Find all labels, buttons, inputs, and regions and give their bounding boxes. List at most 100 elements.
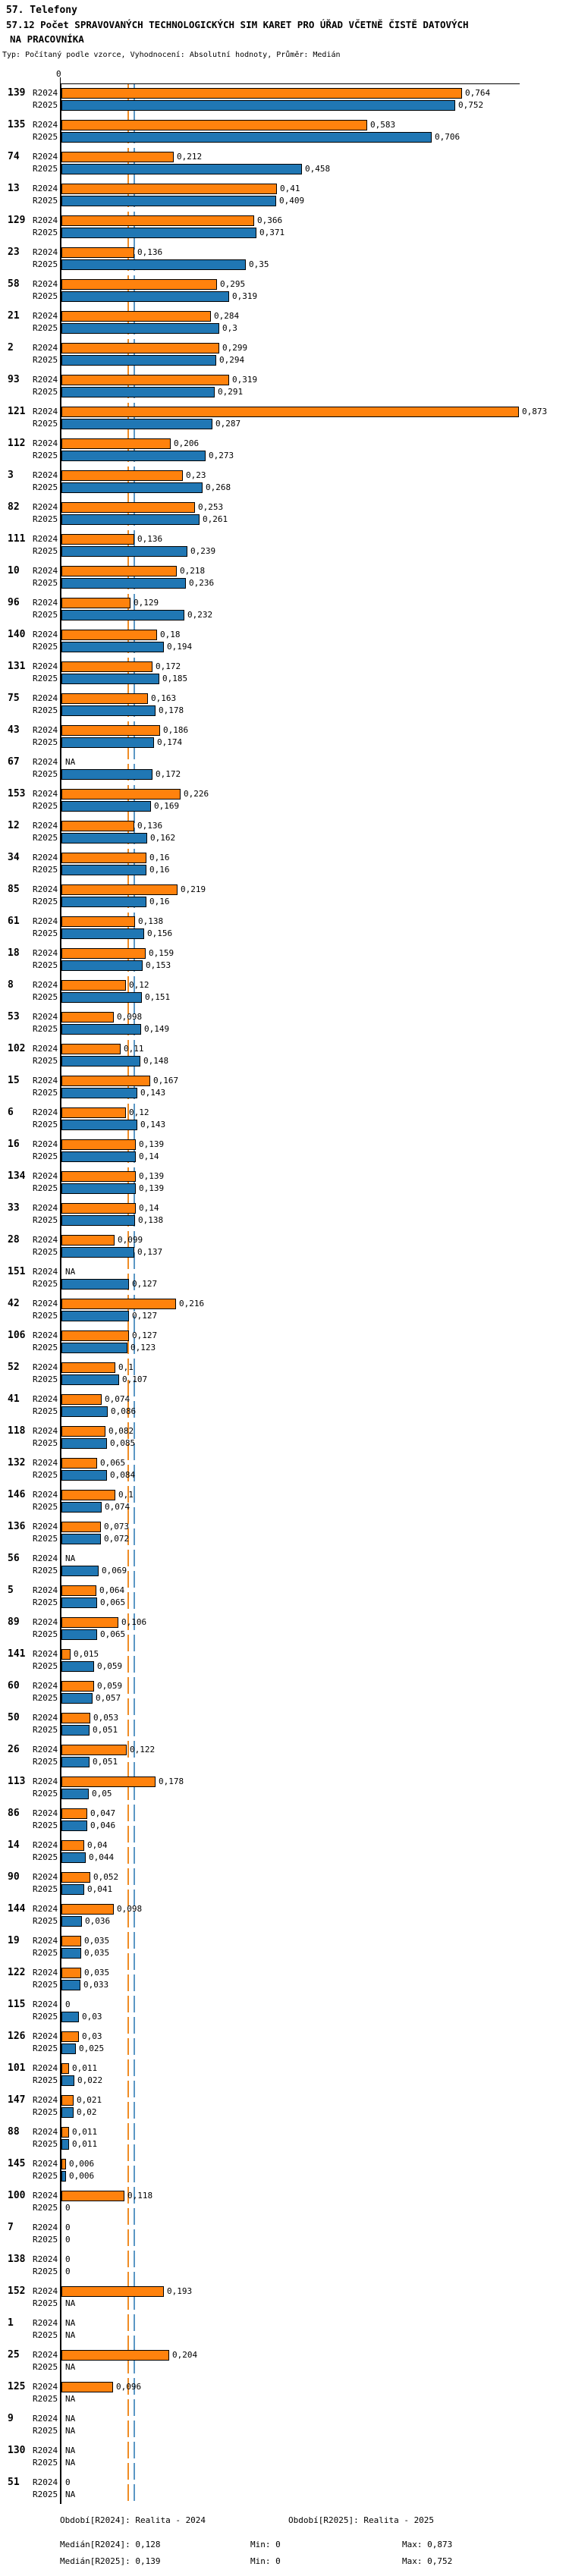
row-id-label: 26 <box>8 1744 20 1755</box>
value-label-r2025: 0,232 <box>187 610 213 620</box>
row-series-label-r2025: R2025 <box>33 705 58 715</box>
row-series-label-r2024: R2024 <box>33 916 58 926</box>
row-id-label: 3 <box>8 470 14 481</box>
bar-r2024 <box>61 407 519 417</box>
row-id-label: 10 <box>8 565 20 576</box>
value-label-r2024: 0,226 <box>184 789 209 799</box>
bar-r2024 <box>61 470 183 481</box>
value-label-r2025: 0,035 <box>84 1948 110 1958</box>
bar-r2025 <box>61 1088 137 1098</box>
bar-r2024 <box>61 1872 90 1883</box>
chart-row: 145 R2024 R2025 0,006 0,006 <box>0 2159 569 2191</box>
chart-row: 12 R2024 R2025 0,136 0,162 <box>0 821 569 853</box>
row-series-label-r2024: R2024 <box>33 1458 58 1468</box>
value-label-r2025: 0,156 <box>147 928 173 938</box>
chart-row: 126 R2024 R2025 0,03 0,025 <box>0 2031 569 2063</box>
row-id-label: 136 <box>8 1521 26 1532</box>
bar-r2025 <box>61 1757 90 1767</box>
value-label-r2025: 0,011 <box>72 2139 98 2149</box>
bar-r2024 <box>61 566 177 576</box>
chart-row: 1 R2024 R2025 NA NA <box>0 2318 569 2350</box>
row-id-label: 113 <box>8 1776 26 1787</box>
row-series-label-r2024: R2024 <box>33 1171 58 1181</box>
value-label-r2025: NA <box>65 2330 76 2340</box>
value-label-r2024: 0,764 <box>465 88 491 98</box>
bar-r2025 <box>61 1056 140 1067</box>
bar-r2025 <box>61 610 184 620</box>
bar-r2025 <box>61 1024 141 1035</box>
row-id-label: 7 <box>8 2222 14 2233</box>
row-series-label-r2025: R2025 <box>33 323 58 333</box>
row-id-label: 56 <box>8 1553 20 1564</box>
row-series-label-r2024: R2024 <box>33 2095 58 2105</box>
bar-r2025 <box>61 1247 134 1258</box>
value-label-r2024: 0 <box>65 2254 71 2264</box>
value-label-r2024: 0,172 <box>156 661 181 671</box>
row-id-label: 111 <box>8 533 26 545</box>
row-series-label-r2025: R2025 <box>33 578 58 588</box>
bar-r2025 <box>61 387 215 397</box>
row-series-label-r2024: R2024 <box>33 757 58 767</box>
bar-r2025 <box>61 291 229 302</box>
chart-row: 42 R2024 R2025 0,216 0,127 <box>0 1299 569 1330</box>
value-label-r2024: 0,129 <box>134 598 159 608</box>
value-label-r2025: 0,006 <box>69 2171 95 2181</box>
row-series-label-r2024: R2024 <box>33 725 58 735</box>
row-id-label: 43 <box>8 724 20 736</box>
row-series-label-r2024: R2024 <box>33 311 58 321</box>
value-label-r2025: 0,174 <box>157 737 183 747</box>
value-label-r2024: 0,139 <box>139 1139 165 1149</box>
bar-r2024 <box>61 1840 84 1851</box>
row-id-label: 23 <box>8 247 20 258</box>
row-series-label-r2025: R2025 <box>33 1852 58 1862</box>
row-series-label-r2024: R2024 <box>33 1426 58 1436</box>
row-series-label-r2024: R2024 <box>33 2382 58 2392</box>
value-label-r2025: 0,153 <box>146 960 171 970</box>
value-label-r2024: 0,366 <box>257 215 283 225</box>
row-id-label: 8 <box>8 979 14 991</box>
value-label-r2025: 0,287 <box>215 419 241 429</box>
value-label-r2025: 0,05 <box>92 1789 112 1798</box>
row-id-label: 74 <box>8 151 20 162</box>
value-label-r2024: 0,583 <box>370 120 396 130</box>
row-series-label-r2025: R2025 <box>33 1247 58 1257</box>
chart-row: 14 R2024 R2025 0,04 0,044 <box>0 1840 569 1872</box>
value-label-r2025: 0,02 <box>77 2107 97 2117</box>
row-series-label-r2024: R2024 <box>33 1299 58 1308</box>
chart-row: 153 R2024 R2025 0,226 0,169 <box>0 789 569 821</box>
row-series-label-r2024: R2024 <box>33 980 58 990</box>
row-series-label-r2025: R2025 <box>33 514 58 524</box>
value-label-r2025: 0,127 <box>132 1311 158 1321</box>
value-label-r2024: 0,073 <box>104 1522 130 1531</box>
value-label-r2025: 0,051 <box>93 1757 118 1767</box>
row-series-label-r2024: R2024 <box>33 2223 58 2232</box>
row-series-label-r2025: R2025 <box>33 2330 58 2340</box>
row-series-label-r2024: R2024 <box>33 1267 58 1277</box>
row-series-label-r2024: R2024 <box>33 2031 58 2041</box>
bar-r2025 <box>61 1693 93 1704</box>
row-series-label-r2025: R2025 <box>33 1470 58 1480</box>
chart-row: 90 R2024 R2025 0,052 0,041 <box>0 1872 569 1904</box>
row-series-label-r2025: R2025 <box>33 1980 58 1990</box>
value-label-r2025: 0,149 <box>144 1024 170 1034</box>
value-label-r2025: 0,143 <box>140 1120 166 1129</box>
value-label-r2024: 0,193 <box>167 2286 193 2296</box>
row-id-label: 134 <box>8 1170 26 1182</box>
row-series-label-r2025: R2025 <box>33 2235 58 2245</box>
value-label-r2025: 0,169 <box>154 801 180 811</box>
bar-r2025 <box>61 1406 108 1417</box>
chart-row: 8 R2024 R2025 0,12 0,151 <box>0 980 569 1012</box>
row-series-label-r2025: R2025 <box>33 1311 58 1321</box>
bar-r2024 <box>61 152 174 162</box>
bar-r2024 <box>61 247 134 258</box>
chart-row: 147 R2024 R2025 0,021 0,02 <box>0 2095 569 2127</box>
bar-r2025 <box>61 1151 136 1162</box>
row-series-label-r2024: R2024 <box>33 1362 58 1372</box>
row-series-label-r2024: R2024 <box>33 2477 58 2487</box>
value-label-r2025: 0,261 <box>203 514 228 524</box>
row-series-label-r2025: R2025 <box>33 2298 58 2308</box>
bar-r2025 <box>61 451 206 461</box>
row-series-label-r2025: R2025 <box>33 2044 58 2053</box>
value-label-r2025: 0,057 <box>96 1693 121 1703</box>
value-label-r2025: 0,084 <box>110 1470 136 1480</box>
